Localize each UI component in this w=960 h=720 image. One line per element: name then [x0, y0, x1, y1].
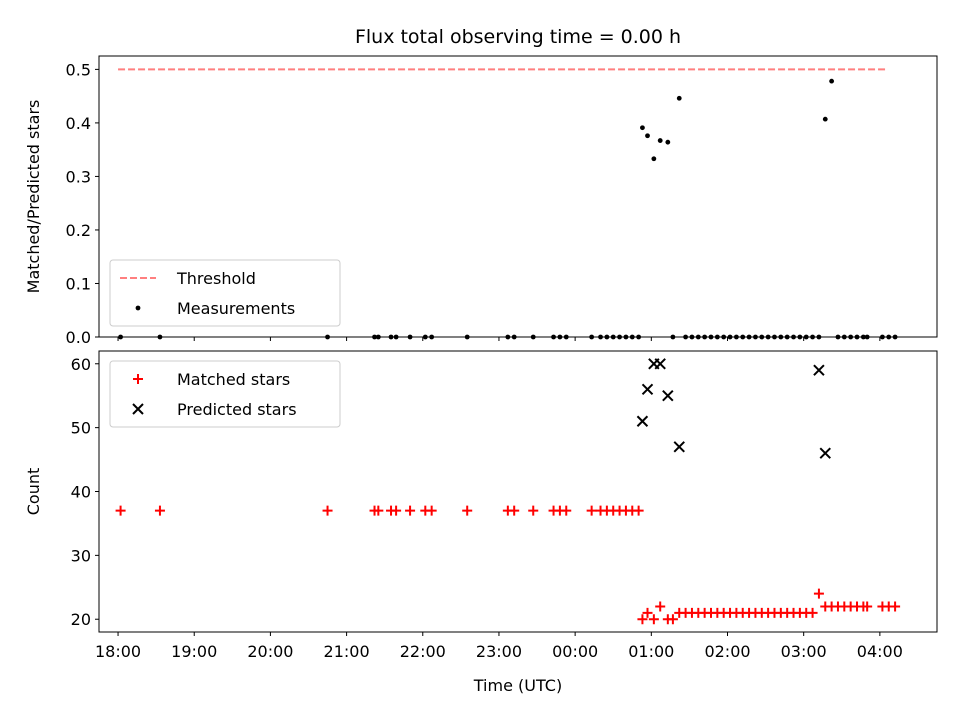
data-point	[673, 441, 685, 453]
y-tick-label: 0.5	[66, 60, 91, 79]
y-tick-label: 0.1	[66, 274, 91, 293]
data-point	[586, 505, 597, 516]
data-point	[633, 505, 644, 516]
x-tick-label: 03:00	[781, 642, 827, 661]
data-point	[651, 156, 657, 162]
data-point	[667, 614, 678, 625]
data-point	[819, 447, 831, 459]
x-tick-label: 22:00	[400, 642, 446, 661]
legend: Threshold Measurements	[109, 259, 341, 327]
y-tick-label: 50	[71, 419, 91, 438]
data-point	[862, 601, 873, 612]
x-tick-label: 00:00	[552, 642, 598, 661]
data-point	[391, 505, 402, 516]
legend-marker	[135, 305, 141, 311]
legend-marker	[132, 403, 144, 415]
y-tick-label: 0.3	[66, 167, 91, 186]
data-point	[829, 78, 835, 84]
data-point	[890, 601, 901, 612]
data-point	[462, 505, 473, 516]
x-tick-label: 04:00	[857, 642, 903, 661]
data-point	[662, 389, 674, 402]
x-tick-label: 20:00	[247, 642, 293, 661]
legend-label: Matched stars	[177, 370, 290, 389]
legend-box	[109, 259, 341, 327]
data-point	[528, 505, 539, 516]
axes-frame	[98, 55, 938, 338]
data-point	[648, 614, 659, 625]
data-point	[822, 116, 828, 122]
data-point	[405, 505, 416, 516]
legend-label: Predicted stars	[177, 400, 297, 419]
data-point	[645, 133, 650, 139]
y-tick-label: 0.0	[66, 328, 91, 347]
data-point	[657, 138, 663, 143]
x-tick-label: 21:00	[324, 642, 370, 661]
data-point	[813, 588, 824, 599]
top-panel: 0.0 0.1 0.2 0.3 0.4 0.5 Flux total observing t…	[24, 26, 938, 347]
data-point	[637, 614, 648, 625]
x-tick-label: 18:00	[95, 642, 141, 661]
x-tick-label: 01:00	[628, 642, 674, 661]
data-point	[654, 358, 666, 370]
data-point	[642, 607, 653, 618]
bottom-panel: 20 30 40 50 60 18:00 19:00 20:00 21:00 22:00 23:00…	[24, 350, 938, 695]
x-tick-label: 19:00	[171, 642, 217, 661]
y-tick-label: 40	[71, 483, 91, 502]
series-predicted-stars	[636, 358, 831, 459]
data-point	[115, 505, 126, 516]
x-axis-label: Time (UTC)	[473, 676, 562, 695]
y-axis-label: Matched/Predicted stars	[24, 100, 43, 294]
legend-label: Threshold	[176, 269, 256, 288]
data-point	[154, 505, 165, 516]
x-tick-label: 23:00	[476, 642, 522, 661]
data-point	[665, 139, 671, 145]
y-tick-label: 30	[71, 546, 91, 565]
data-point	[509, 505, 520, 516]
data-point	[373, 505, 384, 516]
chart-title: Flux total observing time = 0.00 h	[355, 26, 681, 48]
legend-box	[109, 360, 341, 428]
y-tick-label: 0.2	[66, 221, 91, 240]
data-point	[426, 505, 437, 516]
y-axis-label: Count	[24, 468, 43, 516]
y-tick-label: 20	[71, 610, 91, 629]
data-point	[655, 601, 666, 612]
data-point	[676, 95, 682, 101]
legend-marker	[133, 374, 143, 384]
x-tick-label: 02:00	[704, 642, 750, 661]
data-point	[640, 125, 645, 131]
y-tick-label: 60	[71, 355, 91, 374]
data-point	[561, 505, 572, 516]
series-matched-stars	[115, 505, 901, 625]
data-point	[636, 415, 649, 427]
data-point	[641, 383, 654, 396]
legend: Matched stars Predicted stars	[109, 360, 341, 428]
data-point	[813, 364, 825, 376]
data-point	[807, 607, 818, 618]
data-point	[322, 505, 333, 516]
legend-label: Measurements	[177, 299, 295, 318]
y-tick-label: 0.4	[66, 114, 91, 133]
